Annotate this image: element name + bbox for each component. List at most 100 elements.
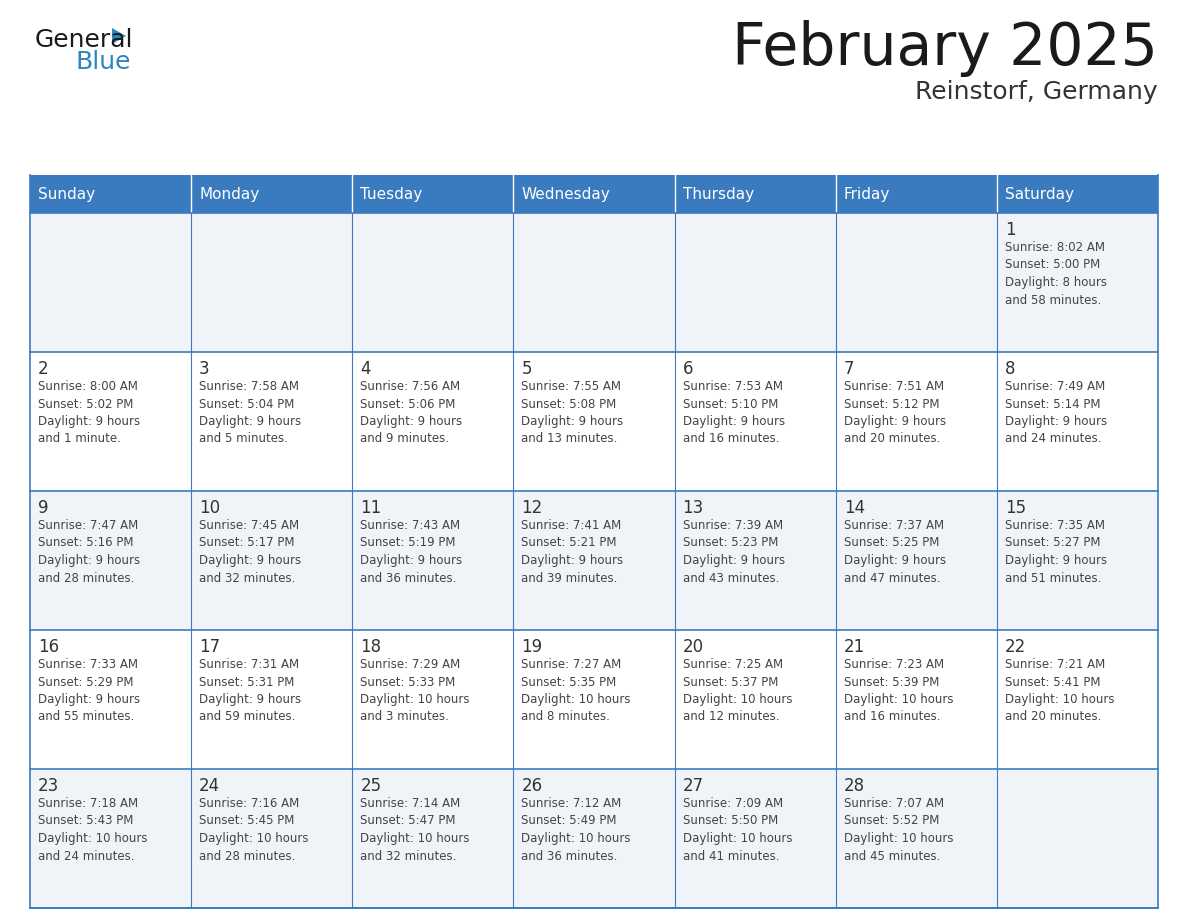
Text: Sunrise: 7:27 AM
Sunset: 5:35 PM
Daylight: 10 hours
and 8 minutes.: Sunrise: 7:27 AM Sunset: 5:35 PM Dayligh… (522, 658, 631, 723)
Bar (513, 491, 675, 630)
Bar (353, 491, 513, 630)
Text: Sunrise: 7:12 AM
Sunset: 5:49 PM
Daylight: 10 hours
and 36 minutes.: Sunrise: 7:12 AM Sunset: 5:49 PM Dayligh… (522, 797, 631, 863)
Text: Sunrise: 7:09 AM
Sunset: 5:50 PM
Daylight: 10 hours
and 41 minutes.: Sunrise: 7:09 AM Sunset: 5:50 PM Dayligh… (683, 797, 792, 863)
Text: 4: 4 (360, 360, 371, 378)
Text: Sunrise: 7:31 AM
Sunset: 5:31 PM
Daylight: 9 hours
and 59 minutes.: Sunrise: 7:31 AM Sunset: 5:31 PM Dayligh… (200, 658, 302, 723)
Text: Sunrise: 7:47 AM
Sunset: 5:16 PM
Daylight: 9 hours
and 28 minutes.: Sunrise: 7:47 AM Sunset: 5:16 PM Dayligh… (38, 519, 140, 585)
Text: 5: 5 (522, 360, 532, 378)
Text: Sunrise: 7:58 AM
Sunset: 5:04 PM
Daylight: 9 hours
and 5 minutes.: Sunrise: 7:58 AM Sunset: 5:04 PM Dayligh… (200, 380, 302, 445)
Bar (675, 352, 835, 491)
Text: Sunrise: 7:41 AM
Sunset: 5:21 PM
Daylight: 9 hours
and 39 minutes.: Sunrise: 7:41 AM Sunset: 5:21 PM Dayligh… (522, 519, 624, 585)
Text: Sunrise: 7:23 AM
Sunset: 5:39 PM
Daylight: 10 hours
and 16 minutes.: Sunrise: 7:23 AM Sunset: 5:39 PM Dayligh… (843, 658, 953, 723)
Bar (997, 352, 1158, 491)
Text: Sunday: Sunday (38, 186, 95, 201)
Bar (835, 630, 997, 769)
Text: 12: 12 (522, 499, 543, 517)
Bar (191, 352, 353, 491)
Text: 1: 1 (1005, 221, 1016, 239)
Bar (997, 769, 1158, 908)
Text: 19: 19 (522, 638, 543, 656)
Text: 24: 24 (200, 777, 220, 795)
Bar (353, 213, 513, 352)
Text: 8: 8 (1005, 360, 1016, 378)
Bar (835, 175, 997, 213)
Text: 28: 28 (843, 777, 865, 795)
Bar (30, 769, 191, 908)
Bar (675, 491, 835, 630)
Text: 15: 15 (1005, 499, 1026, 517)
Text: Sunrise: 7:43 AM
Sunset: 5:19 PM
Daylight: 9 hours
and 36 minutes.: Sunrise: 7:43 AM Sunset: 5:19 PM Dayligh… (360, 519, 462, 585)
Text: Sunrise: 7:33 AM
Sunset: 5:29 PM
Daylight: 9 hours
and 55 minutes.: Sunrise: 7:33 AM Sunset: 5:29 PM Dayligh… (38, 658, 140, 723)
Bar (997, 213, 1158, 352)
Text: 2: 2 (38, 360, 49, 378)
Text: 14: 14 (843, 499, 865, 517)
Bar (835, 491, 997, 630)
Text: 11: 11 (360, 499, 381, 517)
Text: 6: 6 (683, 360, 693, 378)
Bar (675, 213, 835, 352)
Bar (353, 630, 513, 769)
Text: 17: 17 (200, 638, 220, 656)
Text: Saturday: Saturday (1005, 186, 1074, 201)
Text: 22: 22 (1005, 638, 1026, 656)
Bar (30, 175, 191, 213)
Text: Sunrise: 7:45 AM
Sunset: 5:17 PM
Daylight: 9 hours
and 32 minutes.: Sunrise: 7:45 AM Sunset: 5:17 PM Dayligh… (200, 519, 302, 585)
Text: 16: 16 (38, 638, 59, 656)
Bar (675, 769, 835, 908)
Text: Sunrise: 8:02 AM
Sunset: 5:00 PM
Daylight: 8 hours
and 58 minutes.: Sunrise: 8:02 AM Sunset: 5:00 PM Dayligh… (1005, 241, 1107, 307)
Bar (191, 769, 353, 908)
Text: Sunrise: 7:29 AM
Sunset: 5:33 PM
Daylight: 10 hours
and 3 minutes.: Sunrise: 7:29 AM Sunset: 5:33 PM Dayligh… (360, 658, 469, 723)
Text: Sunrise: 7:49 AM
Sunset: 5:14 PM
Daylight: 9 hours
and 24 minutes.: Sunrise: 7:49 AM Sunset: 5:14 PM Dayligh… (1005, 380, 1107, 445)
Text: Blue: Blue (75, 50, 131, 74)
Bar (513, 630, 675, 769)
Bar (191, 175, 353, 213)
Text: 26: 26 (522, 777, 543, 795)
Text: General: General (34, 28, 133, 52)
Bar (835, 213, 997, 352)
Text: 9: 9 (38, 499, 49, 517)
Bar (30, 491, 191, 630)
Text: 27: 27 (683, 777, 703, 795)
Text: Reinstorf, Germany: Reinstorf, Germany (916, 80, 1158, 104)
Bar (191, 491, 353, 630)
Bar (675, 630, 835, 769)
Bar (513, 352, 675, 491)
Text: 7: 7 (843, 360, 854, 378)
Text: Sunrise: 7:18 AM
Sunset: 5:43 PM
Daylight: 10 hours
and 24 minutes.: Sunrise: 7:18 AM Sunset: 5:43 PM Dayligh… (38, 797, 147, 863)
Text: Wednesday: Wednesday (522, 186, 611, 201)
Text: 13: 13 (683, 499, 703, 517)
Bar (675, 175, 835, 213)
Text: Sunrise: 7:21 AM
Sunset: 5:41 PM
Daylight: 10 hours
and 20 minutes.: Sunrise: 7:21 AM Sunset: 5:41 PM Dayligh… (1005, 658, 1114, 723)
Text: Sunrise: 7:56 AM
Sunset: 5:06 PM
Daylight: 9 hours
and 9 minutes.: Sunrise: 7:56 AM Sunset: 5:06 PM Dayligh… (360, 380, 462, 445)
Bar (353, 769, 513, 908)
Bar (513, 213, 675, 352)
Bar (353, 352, 513, 491)
Bar (30, 630, 191, 769)
Text: Sunrise: 7:25 AM
Sunset: 5:37 PM
Daylight: 10 hours
and 12 minutes.: Sunrise: 7:25 AM Sunset: 5:37 PM Dayligh… (683, 658, 792, 723)
Text: 20: 20 (683, 638, 703, 656)
Bar (191, 630, 353, 769)
Text: 18: 18 (360, 638, 381, 656)
Bar (997, 630, 1158, 769)
Text: Sunrise: 7:53 AM
Sunset: 5:10 PM
Daylight: 9 hours
and 16 minutes.: Sunrise: 7:53 AM Sunset: 5:10 PM Dayligh… (683, 380, 785, 445)
Text: Sunrise: 7:55 AM
Sunset: 5:08 PM
Daylight: 9 hours
and 13 minutes.: Sunrise: 7:55 AM Sunset: 5:08 PM Dayligh… (522, 380, 624, 445)
Bar (835, 352, 997, 491)
Text: Sunrise: 7:51 AM
Sunset: 5:12 PM
Daylight: 9 hours
and 20 minutes.: Sunrise: 7:51 AM Sunset: 5:12 PM Dayligh… (843, 380, 946, 445)
Text: Sunrise: 7:39 AM
Sunset: 5:23 PM
Daylight: 9 hours
and 43 minutes.: Sunrise: 7:39 AM Sunset: 5:23 PM Dayligh… (683, 519, 785, 585)
Text: 25: 25 (360, 777, 381, 795)
Bar (30, 352, 191, 491)
Bar (353, 175, 513, 213)
Text: 21: 21 (843, 638, 865, 656)
Bar (997, 491, 1158, 630)
Text: Sunrise: 7:35 AM
Sunset: 5:27 PM
Daylight: 9 hours
and 51 minutes.: Sunrise: 7:35 AM Sunset: 5:27 PM Dayligh… (1005, 519, 1107, 585)
Text: 3: 3 (200, 360, 210, 378)
Bar (513, 769, 675, 908)
Bar (835, 769, 997, 908)
Text: Sunrise: 7:37 AM
Sunset: 5:25 PM
Daylight: 9 hours
and 47 minutes.: Sunrise: 7:37 AM Sunset: 5:25 PM Dayligh… (843, 519, 946, 585)
Bar (997, 175, 1158, 213)
Text: Tuesday: Tuesday (360, 186, 423, 201)
Text: February 2025: February 2025 (732, 20, 1158, 77)
Text: Sunrise: 8:00 AM
Sunset: 5:02 PM
Daylight: 9 hours
and 1 minute.: Sunrise: 8:00 AM Sunset: 5:02 PM Dayligh… (38, 380, 140, 445)
Text: Sunrise: 7:07 AM
Sunset: 5:52 PM
Daylight: 10 hours
and 45 minutes.: Sunrise: 7:07 AM Sunset: 5:52 PM Dayligh… (843, 797, 953, 863)
Text: 23: 23 (38, 777, 59, 795)
